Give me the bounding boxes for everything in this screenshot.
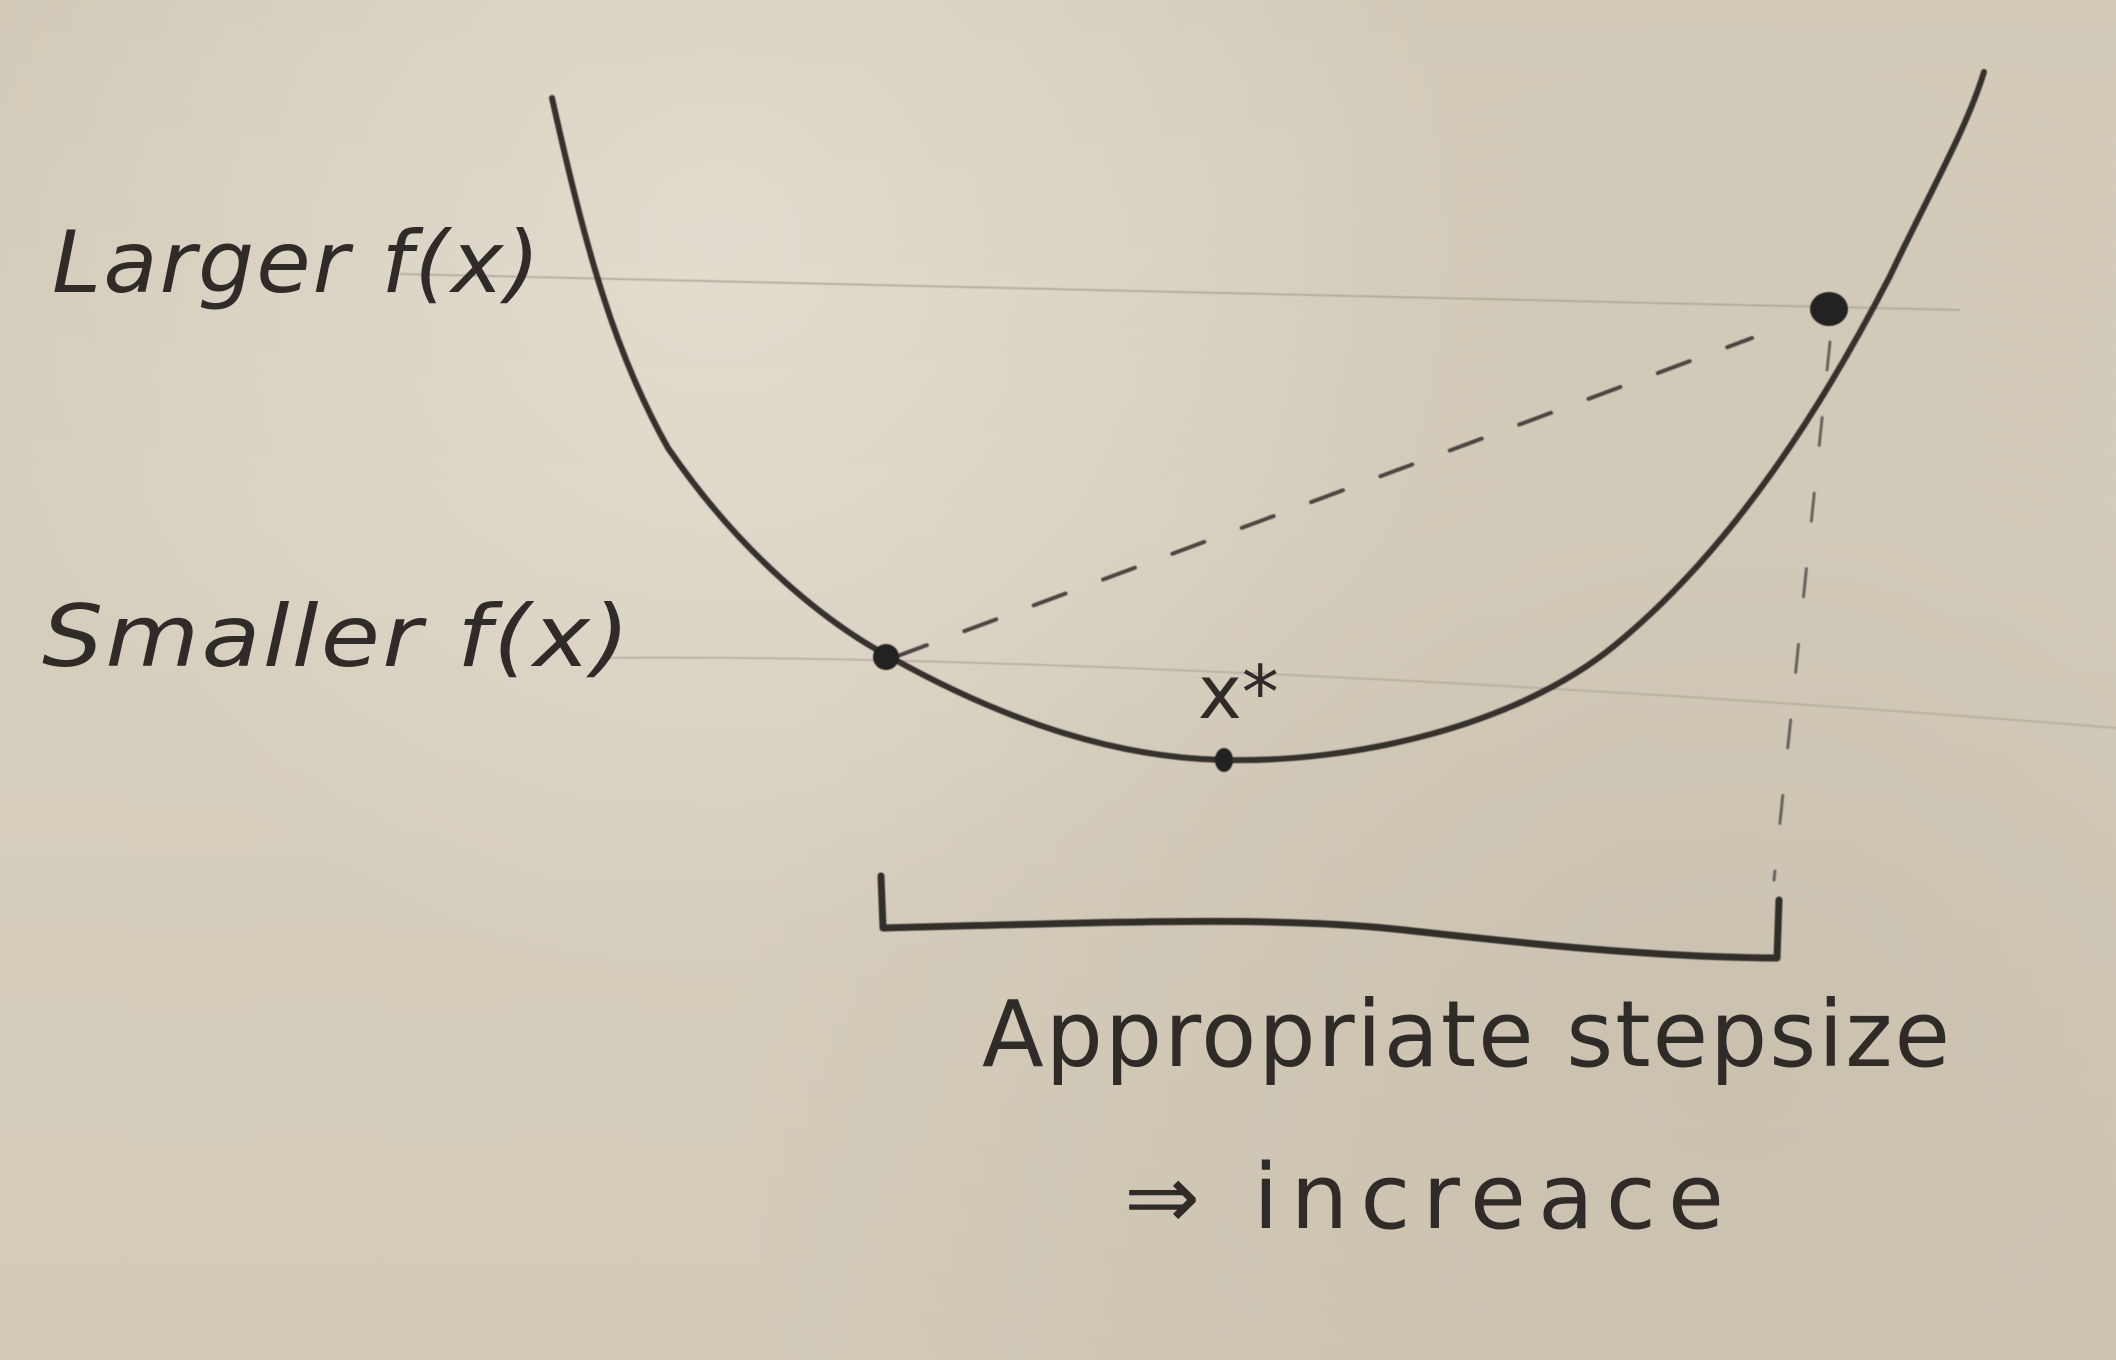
optimum-point [1215, 748, 1233, 772]
guide-lines [399, 273, 2116, 729]
secant-dashed-line [893, 336, 1754, 659]
larger-level-guide-line [399, 273, 1961, 311]
larger-fx-point [1810, 292, 1848, 326]
stepsize-bracket [877, 872, 1783, 962]
caption-line-2: ⇒ increace [1124, 1145, 1736, 1250]
right-drop-dashed-line [1772, 340, 1832, 882]
caption-line-1: Appropriate stepsize [982, 981, 1952, 1088]
optimum-label: x* [1198, 650, 1279, 736]
smaller-fx-label: Smaller f(x) [42, 587, 632, 687]
larger-fx-label: Larger f(x) [52, 213, 542, 313]
smaller-level-guide-line [599, 656, 2116, 729]
smaller-fx-point [873, 644, 899, 670]
